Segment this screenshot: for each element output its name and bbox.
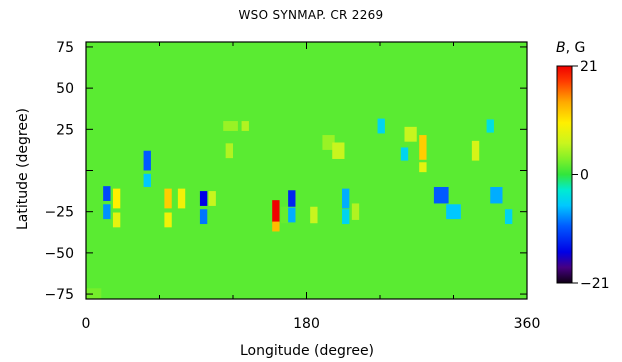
y-tick-label: 50 xyxy=(56,81,74,97)
heatmap-background xyxy=(86,42,527,299)
heatmap-cell xyxy=(486,119,494,133)
heatmap-cell xyxy=(419,135,427,160)
colorbar-scale xyxy=(556,65,573,284)
y-tick-label: −50 xyxy=(44,246,74,262)
heatmap-cell xyxy=(103,186,111,201)
heatmap-cell xyxy=(112,212,121,228)
heatmap-cell xyxy=(225,143,233,159)
heatmap-cell xyxy=(288,190,296,207)
heatmap-cell xyxy=(143,150,151,171)
heatmap-cell xyxy=(351,203,360,220)
heatmap-cell xyxy=(272,221,280,232)
heatmap-cell xyxy=(548,186,555,201)
heatmap-cell xyxy=(490,186,503,204)
heatmap-cell xyxy=(241,121,249,131)
heatmap-cell xyxy=(471,140,480,161)
heatmap-cell xyxy=(400,147,409,161)
heatmap-cell xyxy=(86,288,102,299)
x-tick-label: 360 xyxy=(514,316,541,332)
heatmap-cell xyxy=(103,204,111,220)
tick-labels: 0 180 360 75 50 25 −25 −50 −75 xyxy=(44,40,540,332)
heatmap-cell xyxy=(446,204,461,220)
y-tick-label: 25 xyxy=(56,122,74,138)
heatmap-cell xyxy=(419,162,427,173)
heatmap-cell xyxy=(404,126,417,142)
heatmap-cell xyxy=(143,173,151,187)
x-tick-label: 180 xyxy=(293,316,320,332)
heatmap-cell xyxy=(310,206,318,224)
chart-title: WSO SYNMAP. CR 2269 xyxy=(238,8,384,22)
heatmap-cell xyxy=(342,188,350,209)
heatmap-cell xyxy=(177,188,186,209)
heatmap-cell xyxy=(199,191,208,206)
x-tick-label: 0 xyxy=(82,316,91,332)
heatmap-cell xyxy=(164,212,172,228)
colorbar-unit: , G xyxy=(566,40,586,56)
y-tick-label: −25 xyxy=(44,205,74,221)
heatmap-cell xyxy=(342,209,350,225)
y-axis-title: Latitude (degree) xyxy=(15,108,31,230)
heatmap-cell xyxy=(164,188,172,209)
heatmap-cell xyxy=(377,118,385,134)
heatmap-cell xyxy=(322,135,335,150)
heatmap-cell xyxy=(504,209,513,225)
heatmap-cell xyxy=(288,207,296,223)
colorbar-tick-label: −21 xyxy=(580,276,610,292)
heatmap-cell xyxy=(280,206,289,224)
heatmap-cell xyxy=(199,209,208,225)
colorbar: 21 0 −21 xyxy=(556,59,610,292)
y-tick-label: 75 xyxy=(56,40,74,56)
heatmap-cell xyxy=(272,200,280,224)
axes xyxy=(85,41,528,300)
heatmap-cell xyxy=(538,117,553,135)
heatmap-plot-area xyxy=(86,42,555,299)
x-axis-title: Longitude (degree) xyxy=(240,343,374,359)
colorbar-title: B, G xyxy=(556,40,585,56)
heatmap-cell xyxy=(112,188,121,209)
colorbar-variable: B xyxy=(556,40,566,56)
heatmap-cell xyxy=(223,121,238,131)
heatmap-cell xyxy=(332,142,345,159)
colorbar-tick-label: 21 xyxy=(580,59,598,75)
heatmap-cell xyxy=(433,186,449,204)
heatmap-cell xyxy=(208,191,216,206)
colorbar-tick-label: 0 xyxy=(580,168,589,184)
y-tick-label: −75 xyxy=(44,287,74,303)
